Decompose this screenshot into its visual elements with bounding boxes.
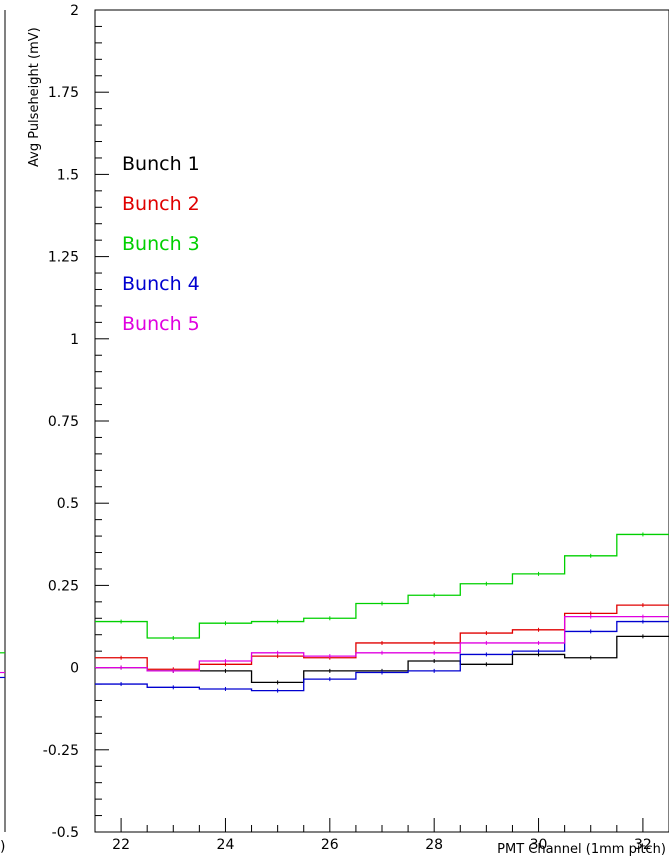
y-axis: -0.5 -0.25 0 0.25 0.5 0.75 1 1.25 1.5 1.75 2 xyxy=(43,3,109,841)
x-tick-label: 24 xyxy=(217,837,235,853)
y-tick-label: 0.75 xyxy=(48,414,79,430)
x-tick-label: 30 xyxy=(530,837,548,853)
legend-entry-bunch-3: Bunch 3 xyxy=(122,233,200,255)
y-tick-label: 0 xyxy=(70,661,79,677)
x-tick-label: 22 xyxy=(112,837,130,853)
series-line-bunch-3 xyxy=(95,533,669,639)
y-tick-label: -0.5 xyxy=(52,825,79,841)
series-line-bunch-1 xyxy=(95,635,669,684)
y-tick-label: 1 xyxy=(70,332,79,348)
x-tick-label: 26 xyxy=(321,837,339,853)
series-line-bunch-5 xyxy=(95,615,669,672)
y-tick-label: 1.75 xyxy=(48,85,79,101)
legend-entry-bunch-5: Bunch 5 xyxy=(122,313,200,335)
left-panel-fragment: ) xyxy=(0,10,6,855)
legend: Bunch 1 Bunch 2 Bunch 3 Bunch 4 Bunch 5 xyxy=(122,153,200,335)
series-line-bunch-4 xyxy=(95,620,669,692)
y-tick-label: 1.25 xyxy=(48,250,79,266)
y-tick-label: -0.25 xyxy=(43,743,79,759)
x-axis-title: PMT Channel (1mm pitch) xyxy=(497,842,666,857)
series-layer xyxy=(95,532,669,693)
x-tick-label: 28 xyxy=(425,837,443,853)
left-panel-cut-label: ) xyxy=(0,839,5,855)
x-axis: 22 24 26 28 30 32 xyxy=(94,818,669,853)
y-tick-label: 0.25 xyxy=(48,578,79,594)
y-tick-label: 1.5 xyxy=(57,167,79,183)
y-axis-title: Avg Pulseheight (mV) xyxy=(27,27,42,167)
series-line-bunch-2 xyxy=(95,604,669,670)
y-tick-label: 0.5 xyxy=(57,496,79,512)
y-tick-label: 2 xyxy=(70,3,79,19)
x-tick-label: 32 xyxy=(634,837,652,853)
legend-entry-bunch-4: Bunch 4 xyxy=(122,273,200,295)
legend-entry-bunch-2: Bunch 2 xyxy=(122,193,200,215)
plot-frame xyxy=(94,9,669,833)
legend-entry-bunch-1: Bunch 1 xyxy=(122,153,200,175)
